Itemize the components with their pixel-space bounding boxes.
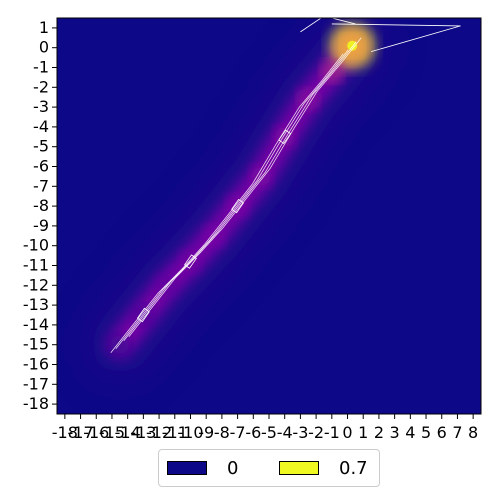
x-tick-label: -14	[115, 423, 141, 442]
x-tick-label: -6	[245, 423, 261, 442]
y-tick-label: -13	[23, 295, 49, 314]
x-tick-label: 6	[437, 423, 447, 442]
heat-cell-9	[133, 305, 154, 325]
legend-item-min: 0	[167, 457, 239, 479]
x-tick-label: -2	[308, 423, 324, 442]
legend-swatch-min	[167, 461, 207, 475]
x-tick-label: -8	[214, 423, 230, 442]
y-tick-label: -12	[23, 275, 49, 294]
x-tick-label: 2	[374, 423, 384, 442]
y-tick-label: -4	[33, 117, 49, 136]
y-tick-label: -1	[33, 58, 49, 77]
y-tick-label: -15	[23, 335, 49, 354]
x-tick-label: -7	[230, 423, 246, 442]
x-tick-label: -17	[67, 423, 93, 442]
x-tick-label: -11	[162, 423, 188, 442]
y-tick-label: -11	[23, 256, 49, 275]
axes: -18-17-16-15-14-13-12-11-10-9 -8 -7 -6 -5 -4-…	[23, 17, 482, 442]
x-tick-label: -10	[177, 423, 203, 442]
y-tick-label: 1	[39, 18, 49, 37]
x-tick-label: -1	[324, 423, 340, 442]
y-tick-label: -14	[23, 315, 49, 334]
x-tick-label: -4	[277, 423, 293, 442]
y-tick-label: -10	[23, 236, 49, 255]
contour-lines	[110, 18, 461, 353]
x-tick-label: -18	[52, 423, 78, 442]
legend-label-max: 0.7	[339, 457, 368, 479]
y-tick-label: -9	[33, 216, 49, 235]
contour-island-5	[231, 198, 245, 214]
legend-swatch-max	[279, 461, 319, 475]
contour-island-9	[136, 307, 150, 323]
x-tick-label: 0	[342, 423, 352, 442]
x-tick-label: -16	[83, 423, 109, 442]
contour-line-1	[123, 41, 357, 341]
y-tick-label: -2	[33, 77, 49, 96]
legend-item-max: 0.7	[279, 457, 368, 479]
x-tick-label: -13	[130, 423, 156, 442]
contour-line-2	[110, 53, 344, 353]
x-tick-label: 7	[452, 423, 462, 442]
x-tick-label: -5	[261, 423, 277, 442]
y-tick-label: -7	[33, 176, 49, 195]
contour-island-7	[184, 254, 197, 269]
y-tick-label: -5	[33, 137, 49, 156]
contour-line-0	[115, 49, 349, 349]
heat-cell-5	[227, 196, 248, 217]
x-tick-label: -12	[146, 423, 172, 442]
y-tick-label: -16	[23, 355, 49, 374]
contour-wing-1	[300, 18, 356, 33]
contour-wing-0	[331, 23, 461, 53]
heat-cell-10	[109, 334, 130, 355]
x-tick-label: 3	[390, 423, 400, 442]
y-tick-label: -8	[33, 196, 49, 215]
y-tick-label: -18	[23, 394, 49, 413]
x-tick-label: 4	[405, 423, 415, 442]
legend-label-min: 0	[227, 457, 239, 479]
y-tick-label: 0	[39, 38, 49, 57]
y-tick-label: -6	[33, 157, 49, 176]
legend: 0 0.7	[158, 449, 380, 487]
x-tick-label: -9	[198, 423, 214, 442]
x-tick-label: -15	[99, 423, 125, 442]
x-tick-label: 8	[468, 423, 478, 442]
y-tick-label: -17	[23, 374, 49, 393]
contour-line-3	[128, 37, 362, 337]
x-tick-label: 5	[421, 423, 431, 442]
x-tick-label: 1	[358, 423, 368, 442]
y-tick-label: -3	[33, 97, 49, 116]
x-tick-label: -3	[292, 423, 308, 442]
contour-island-3	[278, 129, 292, 144]
